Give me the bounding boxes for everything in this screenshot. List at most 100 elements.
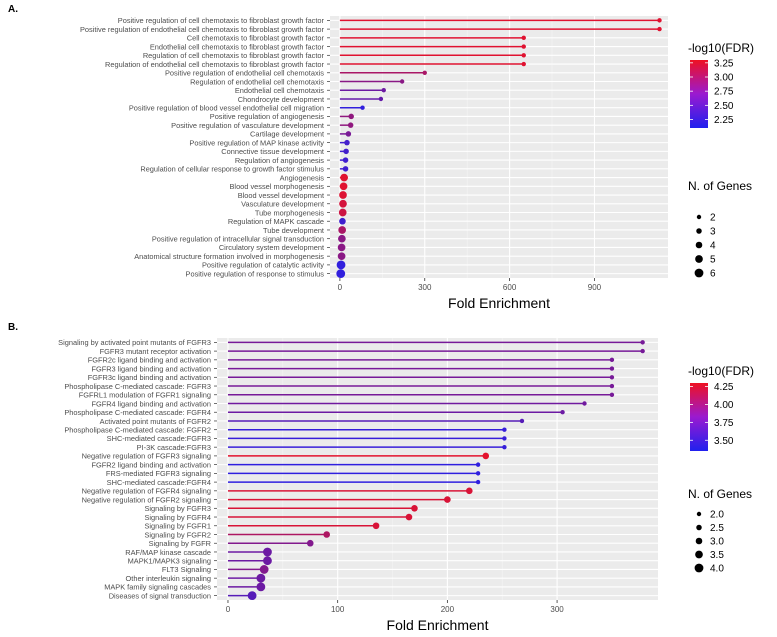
x-tick-label: 300: [550, 605, 564, 614]
lollipop-point: [640, 340, 645, 345]
term-label: Positive regulation of endothelial cell …: [165, 69, 324, 78]
color-legend-title: -log10(FDR): [688, 41, 754, 55]
size-legend-label: 3.5: [710, 550, 724, 561]
term-label: Vasculature development: [241, 200, 324, 209]
term-label: SHC-mediated cascade:FGFR4: [107, 478, 211, 487]
lollipop-point: [609, 375, 615, 380]
term-label: Anatomical structure formation involved …: [134, 252, 324, 261]
lollipop-point: [444, 496, 451, 503]
size-legend-label: 6: [710, 269, 716, 280]
color-legend-label: 3.25: [714, 58, 734, 69]
term-label: MAPK1/MAPK3 signaling: [128, 557, 211, 566]
lollipop-point: [342, 166, 349, 172]
lollipop-point: [609, 392, 615, 397]
lollipop-point: [339, 191, 347, 199]
x-tick-label: 200: [441, 605, 455, 614]
size-legend-point: [696, 511, 702, 517]
lollipop-point: [378, 96, 384, 102]
term-label: Activated point mutants of FGFR2: [100, 417, 211, 426]
term-label: Positive regulation of MAP kinase activi…: [189, 138, 324, 147]
term-label: FGFR3 mutant receptor activation: [100, 347, 211, 356]
term-label: Regulation of MAPK cascade: [228, 217, 324, 226]
lollipop-point: [372, 522, 380, 530]
term-label: Positive regulation of response to stimu…: [186, 269, 325, 278]
color-legend-label: 3.00: [714, 73, 734, 84]
size-legend-point: [695, 255, 703, 263]
term-label: Negative regulation of FGFR2 signaling: [82, 495, 211, 504]
size-legend-label: 3: [710, 227, 716, 238]
lollipop-point: [502, 436, 507, 441]
lollipop-point: [344, 139, 350, 146]
term-label: Positive regulation of vasculature devel…: [171, 121, 324, 130]
lollipop-point: [343, 148, 349, 155]
size-legend-point: [696, 524, 702, 531]
x-axis-label: Fold Enrichment: [448, 295, 550, 311]
color-legend-label: 2.25: [714, 115, 734, 126]
lollipop-point: [337, 252, 346, 261]
size-legend-label: 3.0: [710, 537, 724, 548]
lollipop-point: [399, 79, 405, 84]
term-label: Cell chemotaxis to fibroblast growth fac…: [187, 34, 325, 43]
term-label: Diseases of signal transduction: [109, 591, 211, 600]
lollipop-point: [560, 410, 565, 415]
lollipop-point: [521, 44, 526, 49]
x-tick-label: 0: [226, 605, 231, 614]
term-label: Phospholipase C-mediated cascade: FGFR3: [64, 382, 211, 391]
lollipop-point: [640, 348, 645, 354]
term-label: Regulation of cellular response to growt…: [140, 165, 324, 174]
lollipop-point: [521, 53, 526, 58]
term-label: Regulation of endothelial cell chemotaxi…: [105, 60, 325, 69]
term-label: Tube development: [263, 226, 324, 235]
term-label: SHC-mediated cascade:FGFR3: [107, 434, 211, 443]
size-legend-point: [694, 563, 704, 573]
size-legend-point: [695, 550, 703, 559]
lollipop-point: [502, 444, 507, 450]
term-label: Phospholipase C-mediated cascade: FGFR4: [64, 408, 211, 417]
x-tick-label: 0: [338, 283, 343, 292]
lollipop-point: [256, 582, 266, 592]
lollipop-point: [475, 462, 481, 467]
lollipop-point: [345, 131, 352, 137]
term-label: Signaling by FGFR2: [144, 530, 211, 539]
lollipop-point: [466, 487, 473, 495]
lollipop-point: [521, 35, 526, 41]
term-label: Blood vessel morphogenesis: [230, 182, 325, 191]
term-label: Endothelial cell chemotaxis: [235, 86, 324, 95]
size-legend-title: N. of Genes: [688, 487, 752, 501]
lollipop-point: [347, 122, 354, 128]
term-label: Angiogenesis: [280, 173, 325, 182]
color-legend-label: 4.00: [714, 400, 734, 411]
term-label: Cartilage development: [250, 130, 324, 139]
term-label: FGFR3c ligand binding and activation: [88, 373, 211, 382]
lollipop-point: [381, 88, 386, 93]
lollipop-point: [263, 547, 272, 557]
lollipop-point: [482, 452, 490, 460]
lollipop-point: [339, 217, 346, 225]
plot-background: [330, 16, 668, 278]
term-label: Chondrocyte development: [238, 95, 324, 104]
lollipop-point: [339, 199, 347, 208]
lollipop-point: [263, 556, 272, 566]
lollipop-point: [336, 269, 346, 279]
term-label: Phospholipase C-mediated cascade: FGFR2: [64, 426, 211, 435]
size-legend-point: [694, 268, 704, 278]
size-legend-point: [695, 241, 703, 249]
lollipop-point: [340, 173, 348, 182]
size-legend-label: 4.0: [710, 564, 724, 575]
size-legend-point: [696, 228, 702, 234]
lollipop-point: [306, 539, 314, 547]
term-label: RAF/MAP kinase cascade: [125, 548, 211, 557]
term-label: Positive regulation of intracellular sig…: [152, 235, 324, 244]
color-legend-label: 4.25: [714, 382, 734, 393]
panel-a: A. 0 300 600 900 Fold Enrichment Positive regu…: [8, 4, 754, 311]
term-label: Negative regulation of FGFR3 signaling: [82, 452, 211, 461]
size-legend-label: 5: [710, 255, 716, 266]
color-legend-label: 2.75: [714, 87, 734, 98]
lollipop-point: [336, 260, 346, 270]
term-label: Connective tissue development: [221, 147, 324, 156]
lollipop-point: [338, 234, 346, 243]
panel-label: B.: [8, 322, 18, 333]
lollipop-point: [256, 573, 266, 583]
lollipop-point: [657, 26, 662, 32]
color-legend-label: 3.50: [714, 436, 734, 447]
